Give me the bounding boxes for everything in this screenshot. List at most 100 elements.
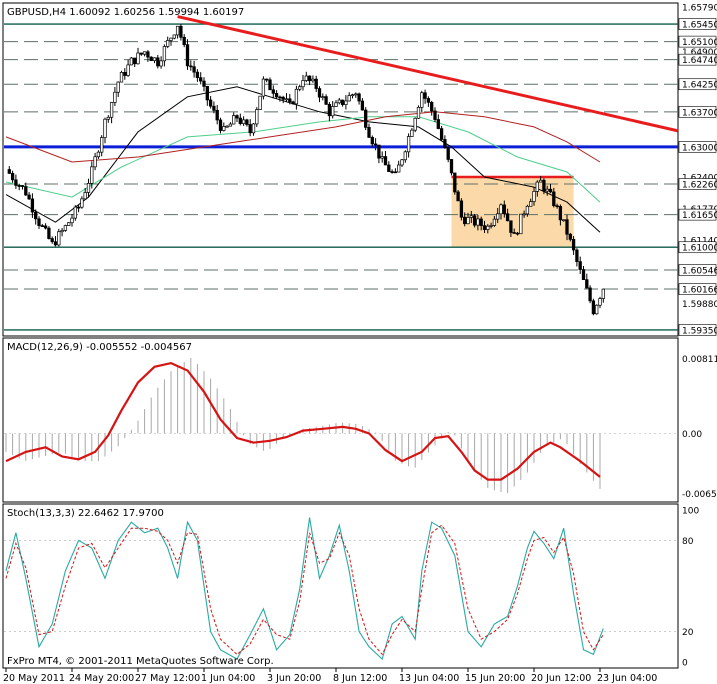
time-axis-label: 24 May 20:00 — [69, 673, 134, 684]
price-axis-label: 1.63000 — [682, 143, 717, 153]
candle-body — [304, 75, 308, 81]
candle-body — [123, 71, 127, 76]
candle-body — [93, 156, 97, 168]
stoch-axis-label: 80 — [682, 537, 694, 547]
candle-body — [301, 80, 305, 88]
candle-body — [571, 238, 576, 251]
candle-body — [281, 96, 285, 100]
candle-body — [185, 44, 190, 67]
time-axis-label: 15 Jun 20:00 — [465, 673, 525, 684]
candle-body — [387, 164, 391, 172]
candle-body — [179, 25, 183, 38]
price-tag-box — [678, 264, 717, 276]
candle-body — [215, 109, 219, 121]
candle-body — [542, 179, 546, 192]
candle-body — [192, 66, 196, 73]
candle-body — [321, 96, 325, 98]
candle-body — [562, 219, 566, 222]
price-tag-box — [678, 18, 717, 30]
candle-body — [37, 218, 41, 226]
price-axis-label: 1.64250 — [682, 81, 717, 91]
candle-body — [139, 52, 143, 55]
price-axis-label: 1.59350 — [682, 326, 717, 336]
candle-body — [73, 206, 77, 219]
candle-body — [377, 144, 381, 159]
time-axis-label: 27 May 12:00 — [135, 673, 200, 684]
candle-body — [466, 217, 470, 225]
candle-body — [581, 269, 586, 281]
macd-axis-label: 0.00 — [682, 430, 702, 440]
macd-title: MACD(12,26,9) -0.005552 -0.004567 — [7, 342, 192, 353]
candle-body — [311, 78, 315, 82]
candle-body — [113, 91, 117, 103]
candle-body — [529, 201, 533, 207]
candle-body — [406, 136, 411, 153]
candle-body — [245, 119, 249, 125]
macd-signal-line — [5, 361, 601, 481]
candle-body — [472, 215, 477, 226]
candle-body — [90, 166, 94, 184]
macd-panel — [4, 358, 678, 494]
price-tag-box — [678, 283, 717, 295]
candle-body — [515, 232, 520, 235]
candle-body — [146, 51, 150, 58]
candle-body — [232, 115, 236, 125]
candle-body — [383, 156, 388, 166]
candle-body — [456, 191, 460, 202]
time-axis-label: 3 Jun 20:00 — [267, 673, 321, 684]
price-axis-label: 1.64900 — [682, 48, 717, 58]
price-tag-box — [678, 78, 717, 91]
candle-body — [241, 119, 246, 124]
stoch-main-line — [5, 517, 604, 661]
time-axis-label: 23 Jun 04:00 — [597, 673, 657, 684]
candle-body — [443, 139, 447, 148]
candle-body — [208, 99, 213, 107]
candle-body — [7, 169, 11, 174]
candle-body — [103, 118, 107, 138]
candle-body — [251, 123, 256, 134]
candle-body — [195, 71, 200, 78]
time-axis-label: 8 Jun 12:00 — [333, 673, 387, 684]
price-axis-label: 1.60166 — [682, 286, 717, 296]
candle-body — [390, 171, 394, 173]
candle-body — [373, 143, 378, 146]
candle-body — [525, 205, 530, 215]
price-chart-title: GBPUSD,H4 1.60092 1.60256 1.59994 1.6019… — [7, 7, 244, 18]
candle-body — [57, 231, 61, 246]
candle-body — [482, 225, 487, 230]
price-axis-label: 1.61000 — [682, 244, 717, 254]
candle-body — [100, 137, 104, 153]
candle-body — [545, 188, 549, 192]
candle-body — [380, 156, 384, 159]
candle-body — [156, 57, 160, 67]
candle-body — [86, 182, 91, 193]
candle-body — [588, 287, 592, 302]
candle-body — [218, 119, 223, 131]
candle-body — [486, 225, 490, 230]
stoch-axis-label: 20 — [682, 628, 694, 638]
candle-body — [347, 95, 351, 102]
candle-body — [499, 204, 503, 215]
price-axis-label: 1.65100 — [682, 38, 717, 48]
price-axis-label: 1.59880 — [682, 300, 717, 310]
candle-body — [496, 213, 500, 220]
candle-body — [265, 78, 269, 81]
moving-average-2 — [5, 111, 601, 163]
candle-body — [255, 109, 259, 125]
stoch-panel — [4, 517, 678, 661]
footer-copyright: FxPro MT4, © 2001-2011 MetaQuotes Softwa… — [7, 656, 274, 667]
candle-body — [307, 75, 312, 82]
candle-body — [492, 218, 497, 226]
candle-body — [40, 225, 44, 227]
candle-body — [119, 71, 124, 83]
candle-body — [202, 80, 206, 87]
candle-body — [20, 185, 25, 187]
candle-body — [24, 186, 28, 196]
candle-body — [162, 46, 167, 62]
stoch-title: Stoch(13,3,3) 22.6462 17.9700 — [7, 508, 164, 519]
candle-body — [169, 37, 173, 41]
candle-body — [199, 77, 203, 82]
candle-body — [133, 57, 137, 65]
price-axis-label: 1.63700 — [682, 108, 717, 118]
candle-body — [53, 241, 58, 246]
